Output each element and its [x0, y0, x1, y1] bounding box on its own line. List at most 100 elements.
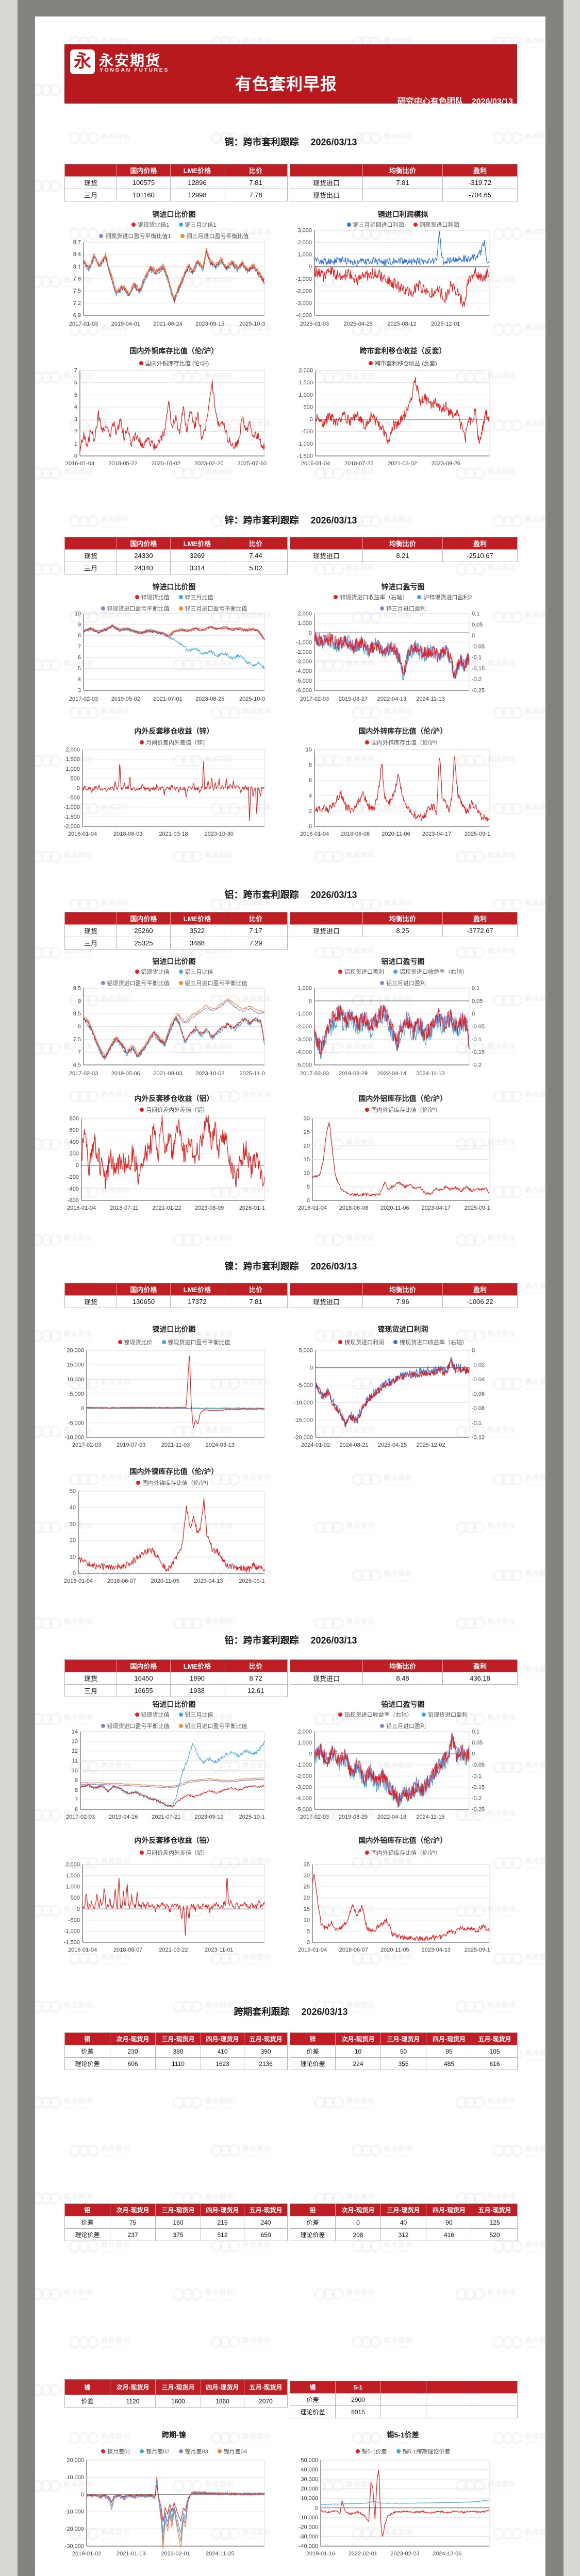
- svg-text:2016-01-04: 2016-01-04: [298, 1947, 327, 1953]
- svg-text:6: 6: [74, 380, 77, 386]
- svg-text:6: 6: [75, 1807, 78, 1813]
- svg-text:2020-11-06: 2020-11-06: [380, 1205, 409, 1211]
- svg-text:35: 35: [304, 1862, 310, 1868]
- svg-text:-5,000: -5,000: [296, 1807, 312, 1813]
- svg-text:5,000: 5,000: [299, 1348, 313, 1354]
- svg-text:0.1: 0.1: [472, 611, 479, 617]
- svg-text:2019-05-06: 2019-05-06: [111, 1071, 140, 1077]
- svg-text:10,000: 10,000: [301, 2496, 318, 2502]
- svg-text:2019-01-02: 2019-01-02: [72, 2551, 101, 2557]
- svg-text:-2,000: -2,000: [296, 649, 312, 655]
- svg-text:1,000: 1,000: [65, 1884, 80, 1890]
- svg-text:2024-12-06: 2024-12-06: [433, 2551, 461, 2557]
- svg-text:0: 0: [307, 1940, 310, 1946]
- svg-text:-0.04: -0.04: [472, 1377, 485, 1383]
- svg-text:12: 12: [72, 1748, 78, 1754]
- svg-text:10,000: 10,000: [67, 1377, 84, 1383]
- svg-text:10: 10: [304, 1171, 310, 1177]
- svg-text:2021-03-02: 2021-03-02: [388, 461, 417, 467]
- svg-text:5: 5: [74, 392, 77, 398]
- svg-text:1,500: 1,500: [65, 1873, 80, 1879]
- svg-text:5: 5: [307, 1184, 310, 1190]
- svg-text:-10,000: -10,000: [294, 1400, 313, 1406]
- svg-text:0: 0: [472, 1348, 475, 1354]
- svg-text:-0.08: -0.08: [472, 1405, 485, 1412]
- svg-text:30,000: 30,000: [301, 2477, 318, 2483]
- svg-text:0: 0: [472, 1751, 475, 1757]
- svg-text:-1,000: -1,000: [296, 639, 312, 646]
- svg-text:7: 7: [75, 1797, 78, 1803]
- svg-text:500: 500: [71, 1895, 80, 1901]
- svg-text:2016-01-04: 2016-01-04: [64, 1578, 93, 1584]
- svg-text:0: 0: [309, 824, 312, 830]
- svg-text:2016-01-04: 2016-01-04: [68, 831, 97, 837]
- svg-text:-5,000: -5,000: [296, 678, 312, 684]
- svg-text:2021-08-03: 2021-08-03: [153, 1071, 182, 1077]
- svg-text:-2,000: -2,000: [64, 824, 80, 830]
- svg-text:0: 0: [77, 785, 80, 791]
- svg-text:2024-03-13: 2024-03-13: [206, 1442, 235, 1448]
- svg-text:-10,000: -10,000: [65, 1435, 84, 1441]
- svg-text:200: 200: [70, 1151, 79, 1157]
- svg-text:-0.2: -0.2: [472, 1062, 482, 1069]
- svg-text:20,000: 20,000: [67, 1348, 84, 1354]
- svg-text:2019-04-01: 2019-04-01: [111, 321, 140, 327]
- svg-text:2023-08-25: 2023-08-25: [195, 696, 224, 702]
- svg-text:-6,000: -6,000: [296, 688, 312, 694]
- svg-text:7.2: 7.2: [73, 300, 81, 307]
- svg-text:2021-01-22: 2021-01-22: [152, 1205, 181, 1211]
- svg-text:-500: -500: [69, 795, 80, 801]
- svg-text:9: 9: [75, 1777, 78, 1784]
- svg-text:2,000: 2,000: [65, 1862, 80, 1868]
- svg-text:-3,000: -3,000: [296, 659, 312, 665]
- svg-text:0: 0: [81, 1405, 84, 1412]
- svg-text:2017-01-03: 2017-01-03: [69, 321, 98, 327]
- svg-text:2,000: 2,000: [297, 1729, 312, 1735]
- svg-text:600: 600: [70, 1127, 79, 1133]
- svg-text:400: 400: [70, 1139, 79, 1145]
- svg-text:2025-10-3: 2025-10-3: [239, 321, 265, 327]
- svg-text:-0.05: -0.05: [472, 643, 485, 650]
- svg-text:2023-09-26: 2023-09-26: [432, 461, 460, 467]
- svg-text:15: 15: [304, 1906, 310, 1912]
- svg-text:1,000: 1,000: [297, 986, 312, 992]
- svg-text:0: 0: [310, 1365, 313, 1371]
- svg-text:2018-05-22: 2018-05-22: [108, 461, 137, 467]
- svg-text:2025-08-12: 2025-08-12: [387, 321, 416, 327]
- svg-text:-0.15: -0.15: [472, 1049, 485, 1056]
- svg-text:2021-03-22: 2021-03-22: [159, 1947, 188, 1953]
- svg-text:10: 10: [306, 747, 312, 753]
- svg-text:-1,000: -1,000: [64, 804, 80, 810]
- svg-text:2,000: 2,000: [297, 611, 312, 617]
- svg-text:10: 10: [72, 1768, 78, 1774]
- svg-text:-2,000: -2,000: [296, 1024, 312, 1030]
- svg-text:2023-09-12: 2023-09-12: [194, 1814, 223, 1820]
- svg-text:2021-03-18: 2021-03-18: [159, 831, 188, 837]
- svg-text:-1,000: -1,000: [296, 276, 312, 282]
- svg-text:30: 30: [70, 1521, 76, 1528]
- svg-text:-4,000: -4,000: [296, 1049, 312, 1056]
- svg-text:2025-04-25: 2025-04-25: [344, 321, 373, 327]
- svg-text:-1,000: -1,000: [296, 1011, 312, 1017]
- svg-text:0.1: 0.1: [472, 1729, 479, 1735]
- svg-text:2023-04-17: 2023-04-17: [422, 1205, 451, 1211]
- svg-text:-1,000: -1,000: [64, 1928, 80, 1935]
- svg-text:2016-01-04: 2016-01-04: [301, 461, 330, 467]
- svg-text:0.05: 0.05: [472, 622, 483, 628]
- svg-text:2023-02-01: 2023-02-01: [161, 2551, 190, 2557]
- svg-text:20: 20: [304, 1895, 310, 1901]
- svg-text:2024-11-25: 2024-11-25: [206, 2551, 234, 2557]
- svg-text:-0.02: -0.02: [472, 1362, 485, 1368]
- svg-text:1,500: 1,500: [299, 380, 313, 386]
- svg-text:2025-09-1: 2025-09-1: [465, 1947, 490, 1953]
- svg-text:2025-09-1: 2025-09-1: [239, 1578, 264, 1584]
- svg-text:2025-04-15: 2025-04-15: [378, 1442, 407, 1448]
- svg-text:4: 4: [74, 404, 77, 411]
- svg-text:-0.25: -0.25: [472, 688, 485, 694]
- svg-text:20: 20: [70, 1538, 76, 1544]
- svg-text:2022-04-13: 2022-04-13: [377, 696, 406, 702]
- svg-text:2019-01-16: 2019-01-16: [306, 2551, 335, 2557]
- svg-text:-500: -500: [302, 429, 313, 435]
- svg-text:2,000: 2,000: [297, 240, 312, 246]
- svg-text:40,000: 40,000: [301, 2467, 318, 2473]
